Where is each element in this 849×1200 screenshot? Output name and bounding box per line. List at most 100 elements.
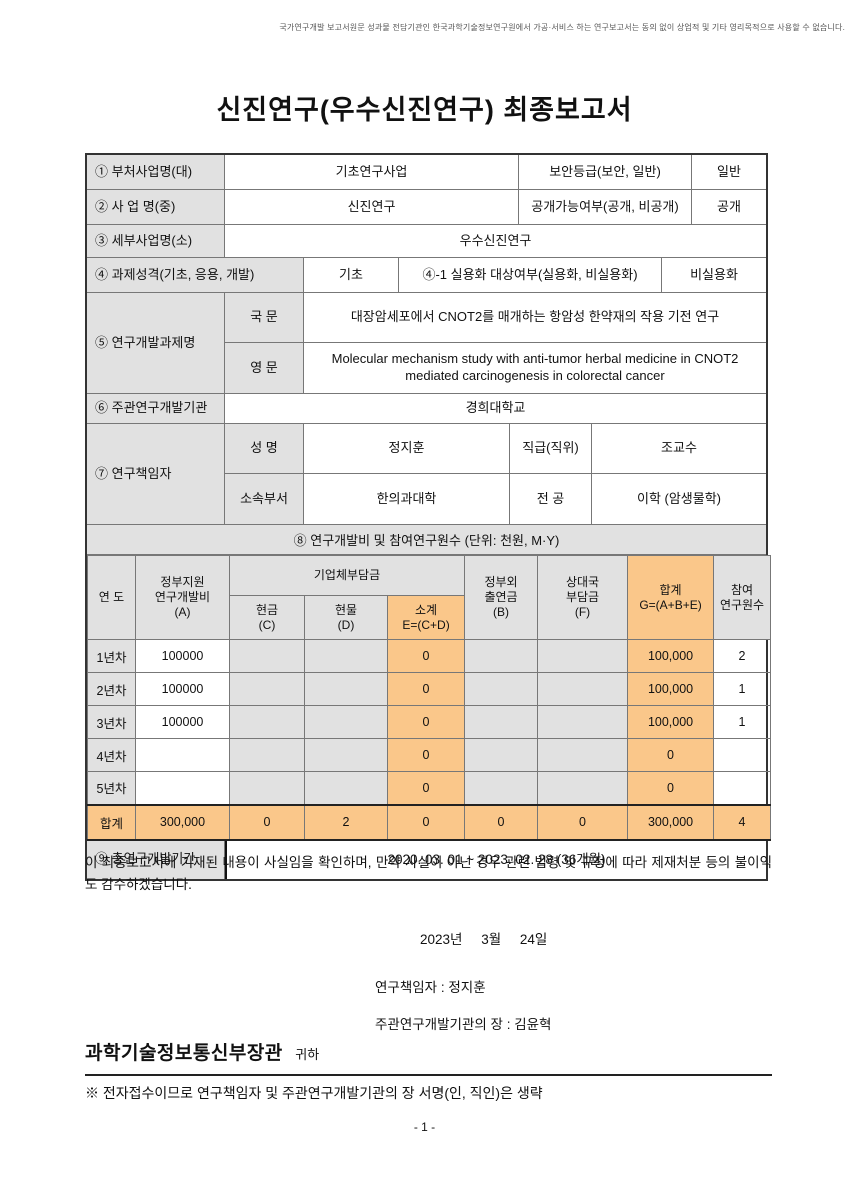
gov-fund-column-header: 정부지원 연구개발비 (A): [135, 555, 230, 640]
sub-program-label: ③ 세부사업명(소): [87, 225, 225, 257]
subtotal-cell: 0: [386, 771, 466, 805]
korean-title-label: 국 문: [225, 293, 304, 342]
table-subrow: 성 명 정지훈 직급(직위) 조교수: [225, 424, 766, 474]
gov-fund-cell: [135, 771, 230, 805]
partner-cell: [537, 771, 629, 805]
table-row: ① 부처사업명(대) 기초연구사업 보안등급(보안, 일반) 일반: [87, 155, 766, 190]
confirmation-statement: 이 최종보고서에 기재된 내용이 사실임을 확인하며, 만약 사실이 아닌 경우…: [85, 855, 772, 892]
pi-rank-label: 직급(직위): [510, 424, 592, 473]
partner-cell: [537, 672, 629, 706]
program-name-value: 신진연구: [225, 190, 519, 224]
sub-program-value: 우수신진연구: [459, 232, 532, 248]
inkind-cell: [304, 738, 388, 772]
total-period-value: 2020. 03. 01 ~ 2023. 02. 28 (36개월): [225, 840, 766, 879]
cash-cell: [229, 672, 305, 706]
program-name-label: ② 사 업 명(중): [87, 190, 225, 224]
researchers-cell: 2: [713, 639, 772, 673]
table-row: ⑨ 총연구개발기간 2020. 03. 01 ~ 2023. 02. 28 (3…: [87, 840, 766, 879]
total-cell: 100,000: [627, 705, 715, 739]
table-row: ⑤ 연구개발과제명 국 문 대장암세포에서 CNOT2를 매개하는 항암성 한약…: [87, 293, 766, 394]
nongov-cell: [464, 738, 539, 772]
inkind-total-cell: 2: [304, 803, 388, 841]
budget-header-row-1: 연 도 정부지원 연구개발비 (A) 기업체부담금 정부외 출연금 (B) 상대…: [87, 555, 772, 640]
english-title-label: 영 문: [225, 343, 304, 393]
researchers-column-header: 참여 연구원수: [713, 555, 772, 640]
project-type-label: ④ 과제성격(기초, 응용, 개발): [87, 258, 304, 292]
cash-cell: [229, 771, 305, 805]
nongov-cell: [464, 672, 539, 706]
total-period-label: ⑨ 총연구개발기간: [87, 840, 225, 879]
cash-cell: [229, 639, 305, 673]
disclosure-label: 공개가능여부(공개, 비공개): [519, 190, 692, 224]
subtotal-cell: 0: [386, 672, 466, 706]
year-cell: 4년차: [87, 738, 136, 772]
total-cell: 100,000: [627, 672, 715, 706]
copyright-disclaimer: 국가연구개발 보고서원문 성과물 전담기관인 한국과학기술정보연구원에서 가공·…: [279, 23, 845, 32]
minister-title: 과학기술정보통신부장관: [85, 1043, 283, 1064]
inkind-cell: [304, 639, 388, 673]
report-table: ① 부처사업명(대) 기초연구사업 보안등급(보안, 일반) 일반 ② 사 업 …: [85, 153, 772, 881]
gov-fund-cell: [135, 738, 230, 772]
partner-country-column-header: 상대국 부담금 (F): [537, 555, 629, 640]
total-cell: 100,000: [627, 639, 715, 673]
gov-fund-cell: 100000: [135, 705, 230, 739]
budget-row-year2: 2년차 100000 0 100,000 1: [87, 672, 772, 706]
cash-cell: [229, 738, 305, 772]
budget-row-year1: 1년차 100000 0 100,000 2: [87, 639, 772, 673]
inkind-cell: [304, 771, 388, 805]
nongov-total-cell: 0: [464, 803, 539, 841]
page-title: 신진연구(우수신진연구) 최종보고서: [216, 95, 633, 125]
researchers-total-cell: 4: [713, 803, 772, 841]
total-column-header: 합계 G=(A+B+E): [627, 555, 715, 640]
pi-label: ⑦ 연구책임자: [87, 424, 225, 524]
project-type-value: 기초: [304, 258, 399, 292]
partner-cell: [537, 738, 629, 772]
project-title-label: ⑤ 연구개발과제명: [87, 293, 225, 393]
table-subrow: 국 문 대장암세포에서 CNOT2를 매개하는 항암성 한약재의 작용 기전 연…: [225, 293, 766, 343]
pi-name-label: 성 명: [225, 424, 304, 473]
total-label-cell: 합계: [87, 803, 136, 841]
pi-dept-value: 한의과대학: [304, 474, 510, 524]
gov-fund-cell: 100000: [135, 672, 230, 706]
year-cell: 2년차: [87, 672, 136, 706]
budget-row-year4: 4년차 0 0: [87, 738, 772, 772]
table-row: ⑥ 주관연구개발기관 경희대학교: [87, 394, 766, 424]
pi-major-label: 전 공: [510, 474, 592, 524]
budget-total-row: 합계 300,000 0 2 0 0 0 300,000 4: [87, 803, 772, 841]
security-level-value: 일반: [717, 163, 741, 179]
table-subrow: 영 문 Molecular mechanism study with anti-…: [225, 343, 766, 393]
nongov-cell: [464, 705, 539, 739]
pi-dept-label: 소속부서: [225, 474, 304, 524]
total-cell: 0: [627, 738, 715, 772]
security-level-label: 보안등급(보안, 일반): [519, 155, 692, 189]
year-cell: 3년차: [87, 705, 136, 739]
table-subrow: 소속부서 한의과대학 전 공 이학 (암생물학): [225, 474, 766, 524]
corporate-share-header: 기업체부담금: [228, 555, 466, 596]
lead-institution-label: ⑥ 주관연구개발기관: [87, 394, 225, 423]
budget-section-banner: ⑧ 연구개발비 및 참여연구원수 (단위: 천원, M·Y): [87, 525, 766, 555]
partner-total-cell: 0: [537, 803, 629, 841]
subtotal-column-header: 소계 E=(C+D): [386, 595, 466, 640]
disclosure-value: 공개: [717, 198, 741, 214]
budget-row-year3: 3년차 100000 0 100,000 1: [87, 705, 772, 739]
nongov-cell: [464, 639, 539, 673]
inkind-column-header: 현물 (D): [304, 595, 388, 640]
researchers-cell: [713, 738, 772, 772]
institution-head-signature-line: 주관연구개발기관의 장 : 김윤혁: [375, 1017, 552, 1032]
gov-fund-cell: 100000: [135, 639, 230, 673]
table-row: ② 사 업 명(중) 신진연구 공개가능여부(공개, 비공개) 공개: [87, 190, 766, 225]
table-row: ⑦ 연구책임자 성 명 정지훈 직급(직위) 조교수 소속부서 한의과대학 전 …: [87, 424, 766, 525]
total-cell: 0: [627, 771, 715, 805]
year-cell: 5년차: [87, 771, 136, 805]
commercialization-label: ④-1 실용화 대상여부(실용화, 비실용화): [399, 258, 662, 292]
partner-cell: [537, 705, 629, 739]
year-column-header: 연 도: [87, 555, 136, 640]
inkind-cell: [304, 672, 388, 706]
page-number: - 1 -: [413, 1120, 436, 1134]
report-date: 2023년 3월 24일: [420, 932, 548, 947]
researchers-cell: [713, 771, 772, 805]
addressee-honorific: 귀하: [295, 1047, 320, 1062]
budget-table: 연 도 정부지원 연구개발비 (A) 기업체부담금 정부외 출연금 (B) 상대…: [87, 555, 772, 841]
korean-title-value: 대장암세포에서 CNOT2를 매개하는 항암성 한약재의 작용 기전 연구: [350, 309, 720, 325]
researchers-cell: 1: [713, 705, 772, 739]
